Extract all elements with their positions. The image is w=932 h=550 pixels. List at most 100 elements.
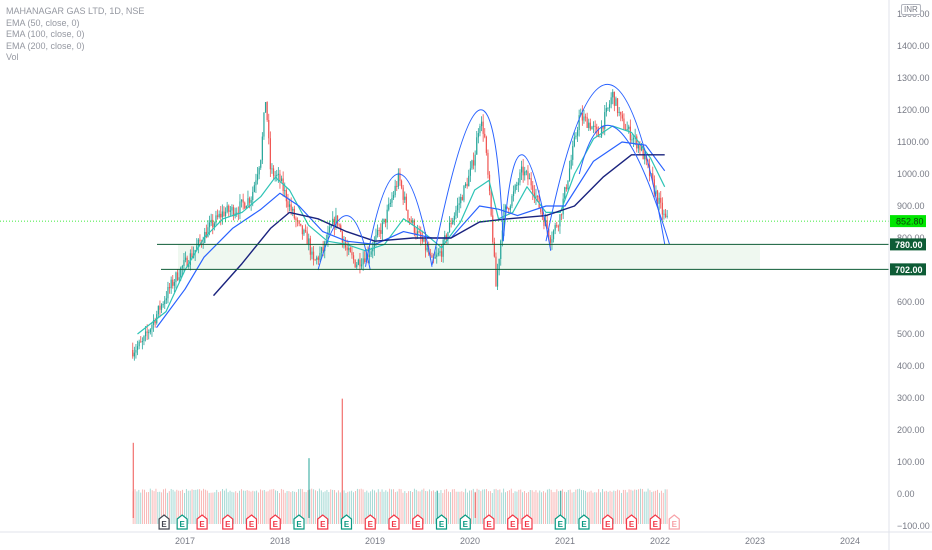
volume-bar	[273, 488, 275, 524]
volume-bar	[636, 489, 638, 524]
ema100-legend[interactable]: EMA (100, close, 0)	[6, 29, 85, 39]
volume-bar	[263, 490, 265, 524]
volume-bar	[187, 490, 189, 524]
earnings-marker[interactable]: E	[196, 514, 208, 530]
candle-body	[658, 197, 660, 204]
candle-body	[298, 220, 300, 224]
earnings-marker[interactable]: E	[245, 514, 258, 530]
price-tick-label: 1400.00	[897, 41, 930, 51]
volume-bar	[265, 491, 267, 524]
candle-body	[434, 256, 436, 259]
candle-body	[560, 214, 563, 216]
volume-bar	[548, 488, 550, 524]
volume-bar	[476, 488, 478, 524]
volume-bar	[602, 489, 603, 524]
arc-drawing[interactable]	[502, 154, 552, 251]
earnings-marker[interactable]: E	[222, 514, 234, 530]
candle-body	[218, 213, 220, 217]
price-axis[interactable]: 1500.001400.001300.001200.001100.001000.…	[897, 9, 930, 531]
arc-drawing[interactable]	[317, 215, 371, 271]
candle-body	[151, 324, 153, 330]
arc-drawing[interactable]	[431, 109, 504, 266]
level-price-tag[interactable]: 780.00	[890, 238, 926, 251]
earnings-label: E	[179, 520, 185, 529]
arc-drawing[interactable]	[545, 83, 666, 245]
volume-bar	[391, 489, 392, 524]
volume-bar	[592, 492, 594, 524]
ema200-legend[interactable]: EMA (200, close, 0)	[6, 40, 85, 51]
ema200-line[interactable]	[212, 154, 665, 297]
candle-body	[333, 218, 335, 228]
candle-body	[311, 251, 313, 255]
candle-body	[252, 191, 254, 201]
ema50-line[interactable]	[137, 125, 666, 335]
candle-body	[612, 91, 614, 98]
earnings-marker[interactable]: E	[435, 514, 448, 530]
candle-body	[325, 241, 327, 243]
earnings-marker[interactable]: E	[412, 514, 424, 530]
volume-bar	[463, 492, 465, 524]
candle-body	[458, 203, 460, 205]
candle-body	[359, 259, 361, 267]
volume-bar	[269, 489, 271, 524]
earnings-marker[interactable]: E	[340, 514, 353, 530]
volume-legend[interactable]: Vol	[6, 52, 19, 62]
ema100-line[interactable]	[156, 141, 666, 328]
candle-body	[492, 215, 494, 243]
candle-body	[661, 202, 663, 215]
earnings-marker[interactable]: E	[293, 514, 305, 530]
level-price-tag[interactable]: 702.00	[890, 263, 926, 276]
earnings-marker[interactable]: E	[158, 514, 170, 530]
arc-drawing[interactable]	[365, 173, 433, 267]
volume-bar	[605, 490, 607, 524]
candle-body	[548, 229, 550, 238]
earnings-marker[interactable]: E	[554, 514, 566, 530]
earnings-marker[interactable]: E	[668, 514, 680, 530]
volume-bar	[242, 490, 244, 524]
candle-body	[285, 190, 287, 202]
earnings-marker[interactable]: E	[459, 514, 471, 530]
candle-body	[576, 130, 579, 136]
volume-bar	[315, 490, 316, 524]
candle-body	[626, 128, 628, 131]
volume-bar	[662, 492, 664, 524]
earnings-marker[interactable]: E	[388, 514, 400, 530]
support-zone[interactable]	[178, 244, 760, 270]
volume-bar	[199, 489, 201, 524]
candle-body	[370, 251, 372, 255]
current-price-tag[interactable]: 852.80	[890, 215, 926, 228]
volume-bar	[174, 491, 176, 524]
earnings-marker[interactable]: E	[625, 514, 638, 530]
symbol-title[interactable]: MAHANAGAR GAS LTD, 1D, NSE	[6, 6, 145, 16]
volume-bar	[364, 492, 366, 524]
earnings-marker[interactable]: E	[578, 514, 590, 530]
candle-body	[172, 279, 174, 286]
ema50-legend[interactable]: EMA (50, close, 0)	[6, 17, 80, 28]
volume-bar	[596, 492, 598, 524]
earnings-marker[interactable]: E	[649, 514, 661, 530]
earnings-marker[interactable]: E	[602, 514, 614, 530]
volume-bar	[208, 492, 210, 524]
candle-body	[436, 254, 438, 257]
earnings-marker[interactable]: E	[317, 514, 329, 530]
earnings-marker[interactable]: E	[269, 514, 281, 530]
volume-bar	[643, 491, 645, 524]
candle-body	[397, 172, 399, 187]
earnings-marker[interactable]: E	[483, 514, 495, 530]
volume-bar	[275, 490, 277, 524]
volume-bar	[461, 491, 463, 524]
earnings-marker[interactable]: E	[507, 514, 519, 530]
currency-badge[interactable]: INR	[901, 4, 921, 15]
candle-body	[196, 245, 198, 250]
volume-bar	[337, 490, 339, 524]
candle-body	[596, 126, 598, 130]
time-axis[interactable]: 2017 2018 2019 2020 2021 2022 2023 2024	[175, 536, 860, 546]
volume-bar	[212, 492, 214, 524]
arc-drawing[interactable]	[578, 124, 670, 245]
volume-bar	[170, 488, 172, 524]
earnings-marker[interactable]: E	[176, 514, 188, 530]
candle-body	[456, 204, 459, 211]
earnings-marker[interactable]: E	[521, 514, 533, 530]
earnings-marker[interactable]: E	[364, 514, 376, 530]
